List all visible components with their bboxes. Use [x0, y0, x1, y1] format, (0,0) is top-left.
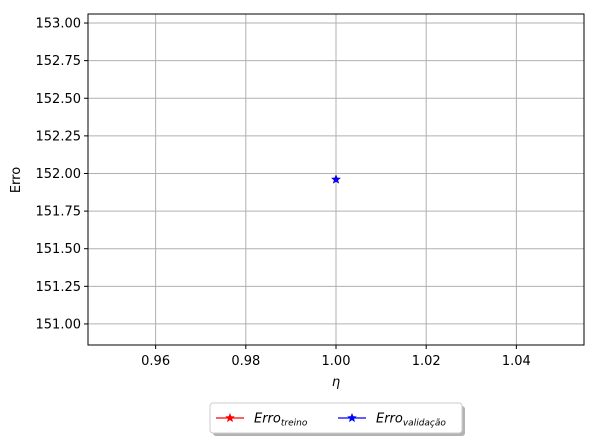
- x-tick-label: 0.96: [141, 354, 170, 369]
- y-tick-label: 152.50: [36, 92, 82, 107]
- x-tick-label: 1.04: [502, 354, 531, 369]
- y-tick-label: 152.00: [36, 167, 82, 182]
- y-tick-label: 153.00: [36, 17, 82, 32]
- x-tick-label: 0.98: [231, 354, 260, 369]
- data-points: [331, 174, 341, 184]
- y-tick-label: 152.75: [36, 54, 82, 69]
- y-tick-label: 152.25: [36, 129, 82, 144]
- x-axis-ticks: 0.96 0.98 1.00 1.02 1.04: [141, 345, 531, 369]
- x-tick-label: 1.02: [412, 354, 441, 369]
- y-tick-label: 151.00: [36, 317, 82, 332]
- legend: Errotreino Errovalidação: [209, 402, 465, 436]
- y-tick-label: 151.75: [36, 205, 82, 220]
- plot-frame: [87, 13, 585, 346]
- y-axis-ticks: 151.00 151.25 151.50 151.75 152.00 152.25 152.…: [36, 17, 88, 332]
- data-point-validação: [331, 174, 341, 184]
- grid-lines: [88, 14, 584, 345]
- y-axis-label: Erro: [9, 167, 24, 193]
- x-axis-label: η: [332, 375, 340, 390]
- legend-marker: [225, 412, 235, 423]
- legend-box: [209, 402, 463, 434]
- x-tick-label: 1.00: [322, 354, 351, 369]
- y-tick-label: 151.50: [36, 242, 82, 257]
- y-tick-label: 151.25: [36, 280, 82, 295]
- legend-marker: [347, 412, 357, 423]
